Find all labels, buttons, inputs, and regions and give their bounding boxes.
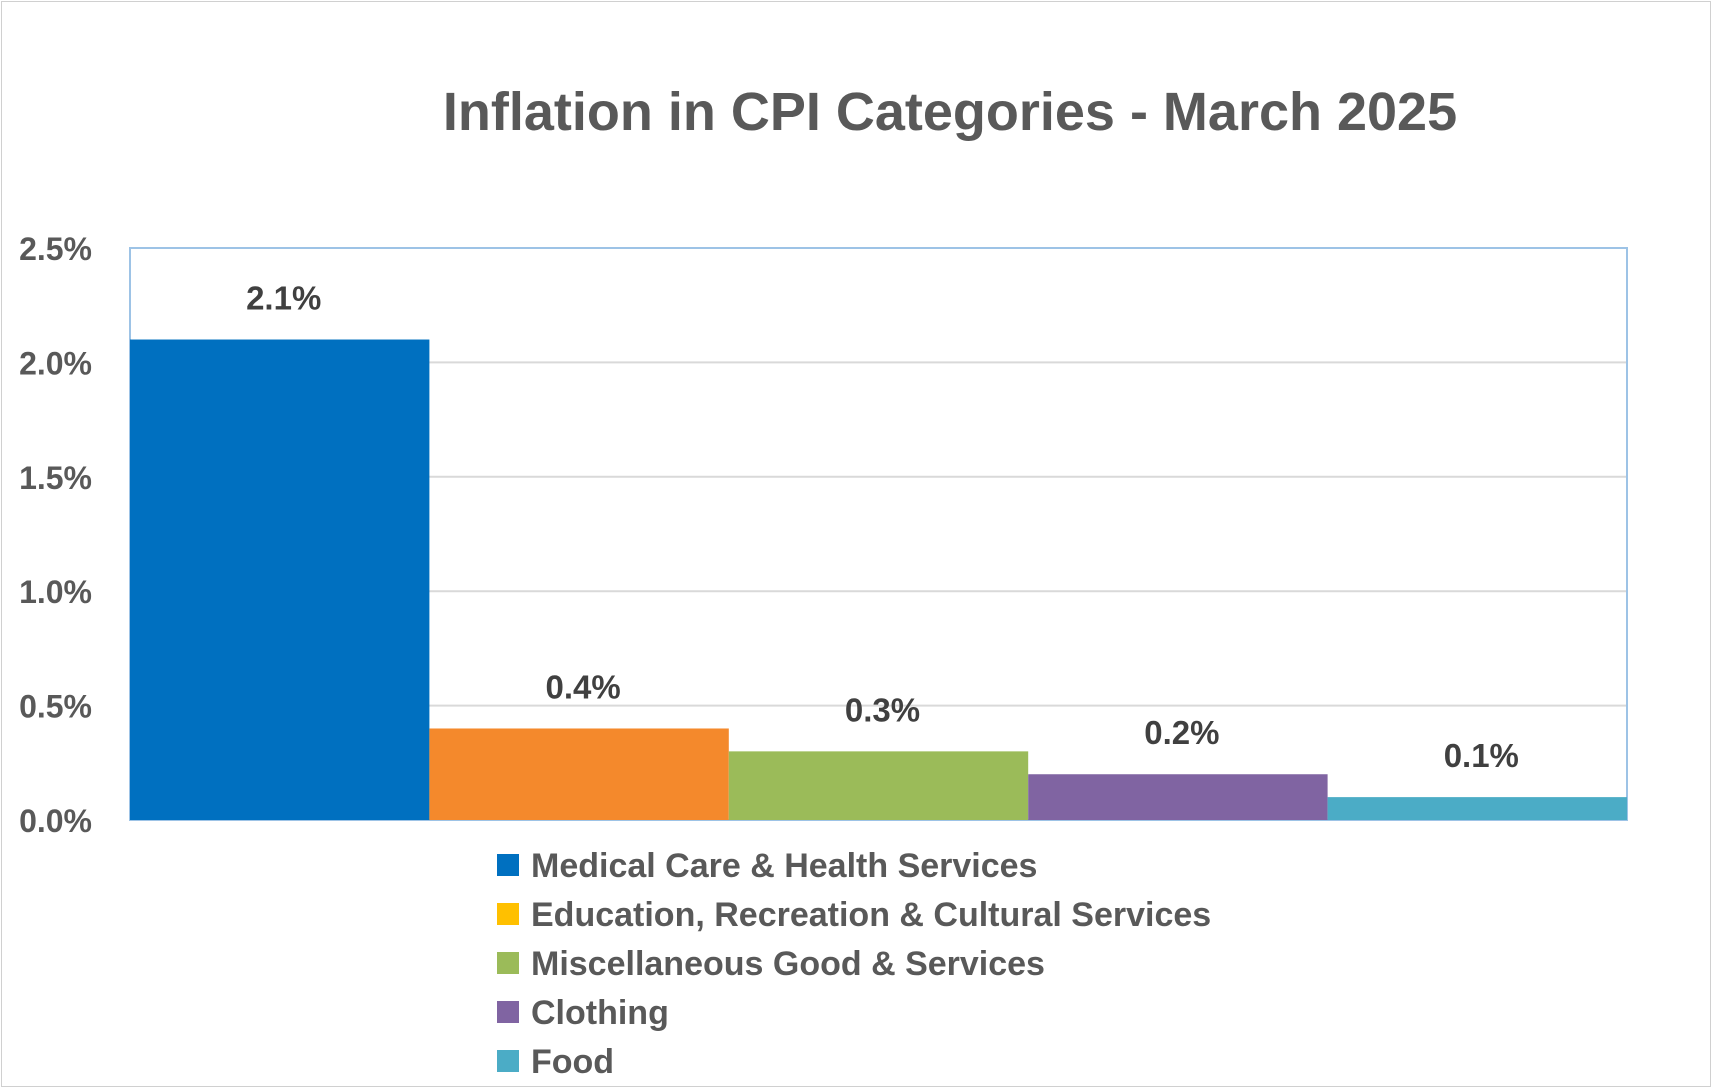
legend-swatch [497, 903, 519, 925]
data-label: 0.2% [1144, 714, 1219, 751]
legend: Medical Care & Health Services Education,… [497, 847, 1211, 1081]
y-tick-label: 1.0% [19, 574, 92, 610]
legend-swatch [497, 1050, 519, 1072]
y-tick-label: 0.0% [19, 803, 92, 839]
legend-swatch [497, 1001, 519, 1023]
data-labels-group: 2.1% 0.4% 0.3% 0.2% 0.1% [246, 280, 1519, 775]
legend-label: Education, Recreation & Cultural Service… [531, 896, 1211, 934]
y-tick-label: 1.5% [19, 460, 92, 496]
bar [130, 339, 430, 820]
bar [728, 751, 1029, 820]
y-axis-ticks: 0.0% 0.5% 1.0% 1.5% 2.0% 2.5% [19, 231, 92, 839]
legend-label: Medical Care & Health Services [531, 847, 1037, 885]
legend-swatch [497, 952, 519, 974]
data-label: 0.4% [545, 668, 620, 705]
y-tick-label: 2.5% [19, 231, 92, 267]
legend-swatch [497, 854, 519, 876]
data-label: 2.1% [246, 280, 321, 317]
bars-group [130, 339, 1627, 820]
y-tick-label: 2.0% [19, 345, 92, 381]
legend-label: Food [531, 1043, 614, 1081]
legend-label: Miscellaneous Good & Services [531, 945, 1045, 983]
legend-label: Clothing [531, 994, 669, 1032]
bar [1028, 774, 1328, 820]
y-tick-label: 0.5% [19, 689, 92, 725]
data-label: 0.3% [845, 691, 920, 728]
chart-title: Inflation in CPI Categories - March 2025 [443, 82, 1457, 142]
data-label: 0.1% [1444, 737, 1519, 774]
bar [429, 728, 729, 820]
bar [1327, 797, 1627, 820]
